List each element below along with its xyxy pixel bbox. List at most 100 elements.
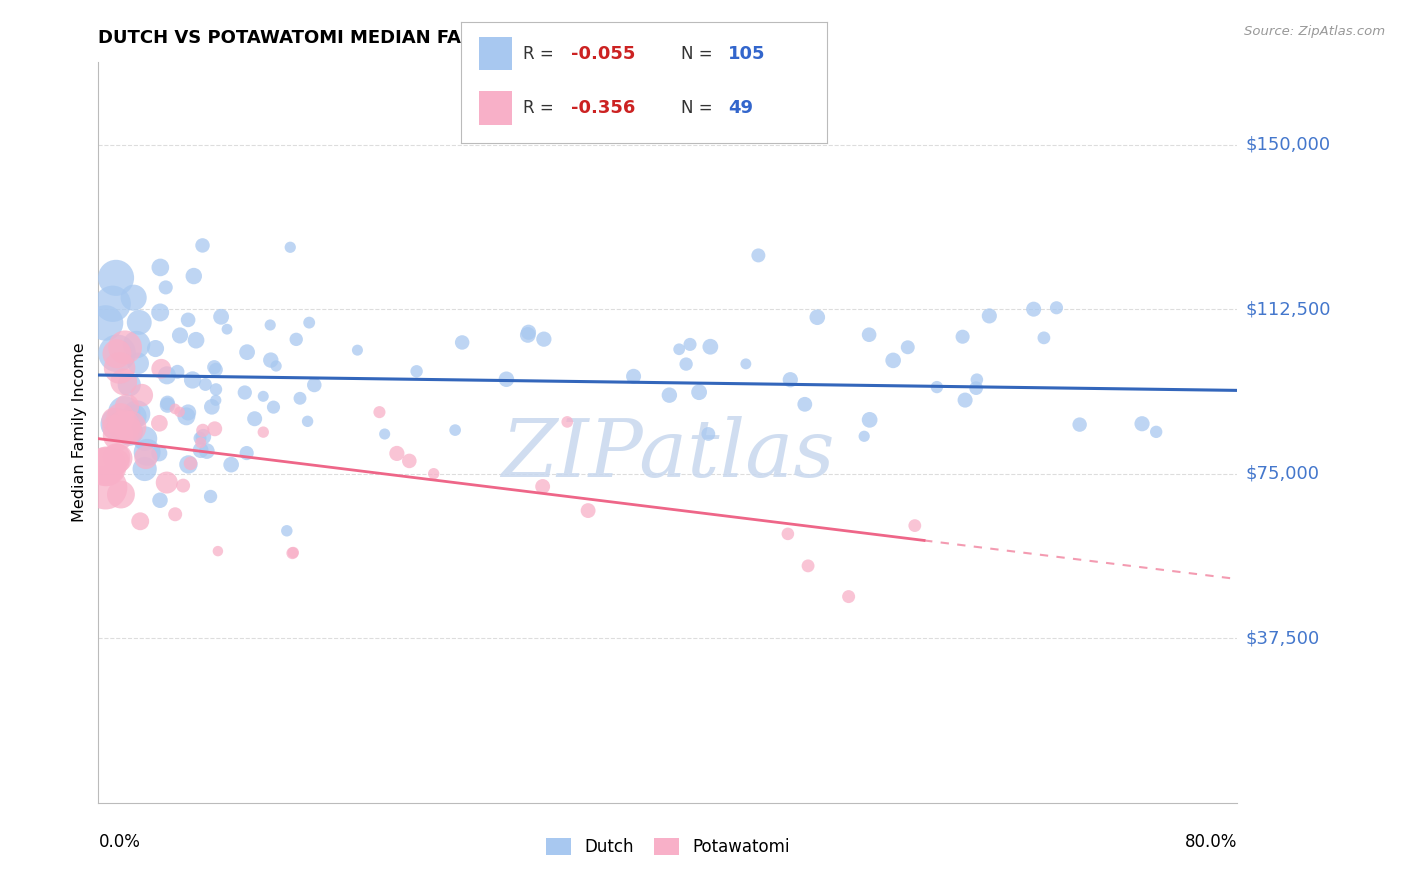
Y-axis label: Median Family Income: Median Family Income [72, 343, 87, 523]
Text: N =: N = [681, 45, 717, 62]
Point [1144, 425, 1167, 439]
Point [346, 343, 368, 358]
Point [904, 518, 927, 533]
Point [177, 313, 200, 327]
Text: 49: 49 [728, 99, 754, 117]
Point [533, 332, 555, 346]
Point [276, 524, 298, 538]
Point [422, 467, 444, 481]
Point [134, 432, 156, 446]
Point [623, 369, 645, 384]
Point [94, 459, 117, 474]
Point [658, 388, 681, 402]
Point [281, 546, 304, 560]
Point [495, 372, 517, 386]
Point [105, 270, 128, 285]
Point [156, 368, 179, 383]
Point [385, 446, 408, 460]
Point [451, 335, 474, 350]
Point [298, 316, 321, 330]
Point [209, 310, 232, 324]
Point [110, 487, 132, 501]
Point [204, 422, 226, 436]
Point [859, 413, 882, 427]
Point [675, 357, 697, 371]
Point [101, 297, 124, 311]
Point [94, 481, 117, 495]
Point [149, 260, 172, 275]
Point [264, 359, 287, 373]
Point [172, 478, 194, 492]
Point [207, 544, 229, 558]
Point [531, 479, 554, 493]
Text: $37,500: $37,500 [1246, 629, 1320, 648]
Point [882, 353, 904, 368]
Point [260, 353, 283, 368]
Text: $112,500: $112,500 [1246, 301, 1331, 318]
Point [112, 405, 135, 419]
Point [734, 357, 756, 371]
Point [236, 345, 259, 359]
Text: 80.0%: 80.0% [1185, 833, 1237, 851]
Point [177, 405, 200, 419]
Point [194, 377, 217, 392]
Point [105, 347, 128, 361]
Point [156, 396, 179, 410]
Point [105, 346, 128, 360]
Point [965, 381, 987, 395]
Text: -0.055: -0.055 [571, 45, 636, 62]
Text: Source: ZipAtlas.com: Source: ZipAtlas.com [1244, 25, 1385, 38]
Point [110, 410, 132, 425]
Point [145, 342, 167, 356]
Point [118, 423, 141, 437]
Point [120, 420, 142, 434]
Point [129, 514, 152, 528]
Point [1130, 417, 1153, 431]
Point [190, 443, 212, 458]
Point [156, 475, 179, 490]
Point [858, 327, 880, 342]
Point [177, 458, 200, 472]
Point [252, 389, 274, 403]
Point [125, 337, 148, 351]
Text: R =: R = [523, 99, 560, 117]
Point [200, 490, 222, 504]
Point [516, 327, 538, 342]
Point [184, 333, 207, 347]
Point [263, 400, 285, 414]
Point [797, 558, 820, 573]
Point [94, 316, 117, 330]
Point [1045, 301, 1067, 315]
Point [235, 446, 257, 460]
Point [517, 325, 540, 339]
Point [169, 328, 191, 343]
Point [135, 450, 157, 465]
Point [966, 373, 988, 387]
Point [105, 417, 128, 431]
Point [188, 431, 211, 445]
Point [699, 340, 721, 354]
Point [952, 329, 974, 343]
Point [697, 427, 720, 442]
Point [776, 527, 799, 541]
Point [103, 413, 125, 427]
Point [285, 332, 308, 346]
Point [283, 545, 305, 559]
Point [148, 417, 170, 431]
Point [688, 385, 710, 400]
Text: ZIPatlas: ZIPatlas [501, 416, 835, 493]
Point [288, 392, 311, 406]
Point [115, 399, 138, 413]
Point [128, 315, 150, 329]
Legend: Dutch, Potawatomi: Dutch, Potawatomi [541, 833, 794, 861]
Point [1032, 331, 1054, 345]
Point [368, 405, 391, 419]
Point [979, 309, 1001, 323]
Point [304, 378, 326, 392]
Point [191, 424, 214, 438]
Point [155, 280, 177, 294]
Point [202, 360, 225, 375]
Point [193, 430, 215, 444]
Text: $75,000: $75,000 [1246, 465, 1320, 483]
Point [114, 340, 136, 354]
